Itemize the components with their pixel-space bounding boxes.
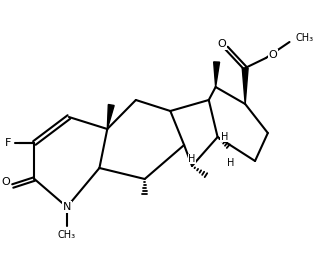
Text: N: N: [63, 202, 71, 212]
Polygon shape: [214, 62, 220, 87]
Text: H: H: [188, 154, 195, 164]
Polygon shape: [242, 68, 248, 104]
Text: O: O: [269, 50, 278, 60]
Text: F: F: [5, 138, 11, 148]
Polygon shape: [107, 105, 114, 129]
Text: O: O: [218, 39, 226, 49]
Text: O: O: [1, 177, 10, 187]
Text: CH₃: CH₃: [295, 33, 314, 43]
Text: CH₃: CH₃: [58, 230, 76, 240]
Text: H: H: [221, 132, 228, 142]
Text: H: H: [227, 158, 235, 168]
